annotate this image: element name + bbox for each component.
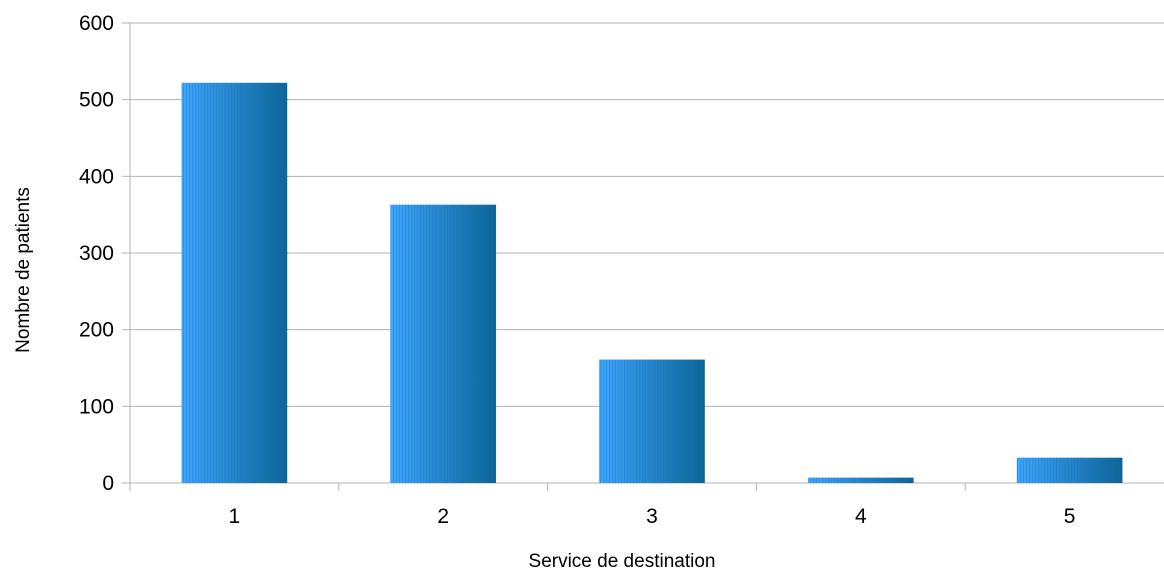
bar-texture-4 [807,477,914,483]
x-axis-title: Service de destination [529,551,716,572]
y-tick-label: 500 [79,89,114,112]
y-tick-label: 400 [79,165,114,188]
bar-texture-3 [599,359,705,483]
bars [181,82,1123,484]
gridlines [130,22,1164,407]
x-tick-label: 2 [437,505,449,528]
x-tick-label: 5 [1064,505,1076,528]
x-tick-label: 4 [855,505,867,528]
bar-texture-2 [390,204,497,483]
tick-labels: 0 100 200 300 400 500 600 1 2 3 4 5 [79,12,1075,528]
x-tick-label: 1 [229,505,241,528]
y-axis-title: Nombre de patients [13,187,34,353]
x-tick-label: 3 [646,505,658,528]
y-tick-label: 200 [79,319,114,342]
y-tick-label: 100 [79,395,114,418]
y-tick-label: 300 [79,242,114,265]
y-tick-label: 600 [79,12,114,35]
bar-texture-5 [1016,457,1123,483]
y-tick-label: 0 [102,472,114,495]
bar-texture-1 [181,82,288,484]
